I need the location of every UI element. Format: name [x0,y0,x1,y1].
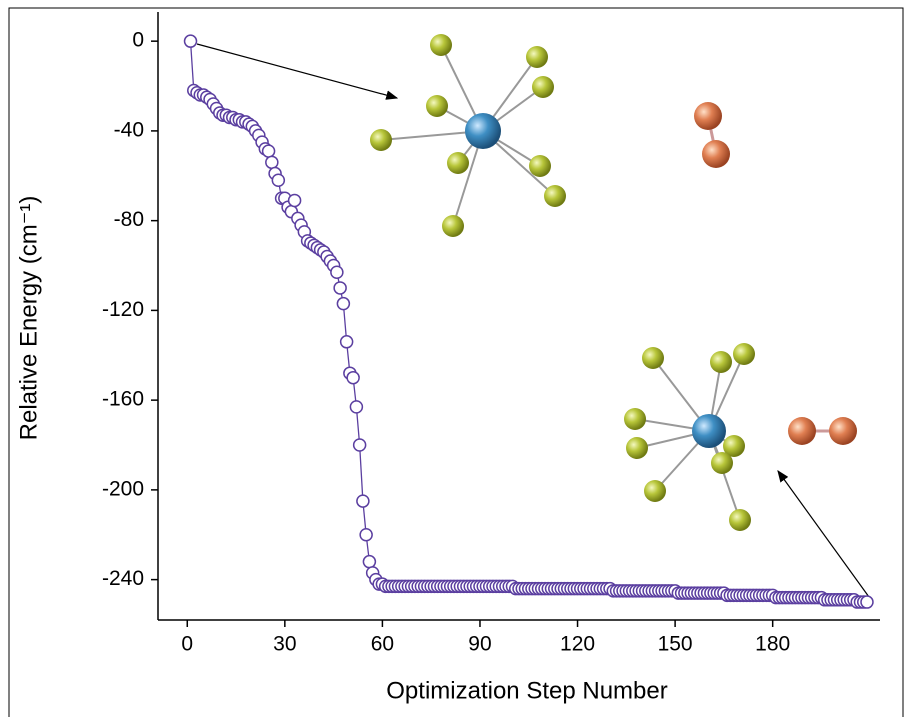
data-point [359,527,373,542]
y-axis-label: Relative Energy (cm⁻¹) [15,196,42,441]
x-tick-label: 30 [273,633,296,656]
molecule-bottom [624,343,857,531]
data-point [349,400,364,414]
data-point [271,173,286,188]
data-point [333,281,347,295]
data-point [336,296,351,311]
data-point [346,370,360,385]
x-tick-label: 0 [181,633,193,656]
x-tick-label: 120 [560,633,595,656]
data-point [352,438,367,452]
data-point [362,554,377,569]
data-point [265,155,279,170]
data-point [339,335,354,349]
y-tick-label: -120 [102,298,144,321]
molecule-top [370,34,730,237]
data-point [261,144,276,158]
data-point [356,494,370,508]
y-tick-label: -240 [102,567,144,590]
x-tick-label: 180 [755,633,790,656]
x-tick-label: 150 [658,633,693,656]
data-point [330,265,344,280]
arrow [196,43,399,100]
x-tick-label: 90 [468,633,491,656]
x-axis-label: Optimization Step Number [386,677,667,704]
arrow [777,470,870,598]
y-tick-label: -40 [114,118,144,141]
data-point [183,34,198,48]
y-tick-label: -80 [114,208,144,231]
data-point [287,193,302,208]
y-tick-label: 0 [132,29,144,52]
data-line [189,41,867,603]
frame [8,7,904,717]
y-tick-label: -200 [102,477,144,500]
y-tick-label: -160 [102,388,144,411]
data-point [860,595,874,609]
x-tick-label: 60 [371,633,394,656]
